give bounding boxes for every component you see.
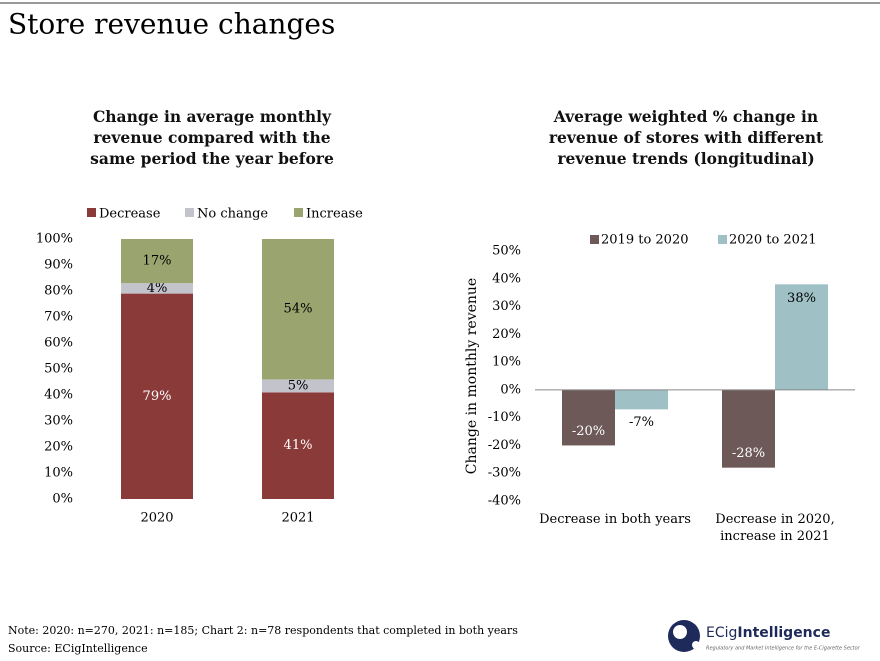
logo: ECigIntelligence Regulatory and Market I… — [668, 620, 861, 652]
legend-swatch — [185, 208, 194, 217]
logo-tagline: Regulatory and Market Intelligence for t… — [706, 646, 861, 652]
x-tick-label: Decrease in 2020, increase in 2021 — [715, 512, 835, 544]
y-tick-label: 20% — [44, 440, 73, 455]
legend-label: Decrease — [99, 207, 161, 222]
x-tick-label: 2021 — [281, 511, 314, 526]
data-label: -7% — [629, 415, 654, 430]
bar-segment — [121, 293, 193, 499]
y-tick-label: 40% — [44, 388, 73, 403]
y-tick-label: 30% — [492, 299, 521, 314]
logo-dot — [673, 625, 687, 639]
bar-segment — [262, 392, 334, 499]
x-tick-label: Decrease in both years — [539, 512, 691, 527]
y-axis-label: Change in monthly revenue — [464, 278, 480, 474]
legend-swatch — [718, 235, 727, 244]
data-label: 79% — [143, 389, 172, 404]
data-label: 4% — [147, 281, 168, 296]
y-tick-label: 0% — [52, 492, 73, 507]
y-tick-label: 30% — [44, 414, 73, 429]
y-tick-label: 10% — [492, 355, 521, 370]
legend-label: Increase — [306, 207, 363, 222]
legend-label: No change — [197, 207, 268, 222]
y-tick-label: 100% — [36, 232, 73, 247]
x-tick-label: 2020 — [140, 511, 173, 526]
logo-name-bold: Intelligence — [737, 625, 830, 641]
y-tick-label: -40% — [488, 494, 521, 509]
bar-segment — [121, 239, 193, 284]
page-title: Store revenue changes — [8, 8, 335, 41]
bar — [615, 389, 668, 410]
data-label: 5% — [288, 378, 309, 393]
y-tick-label: 90% — [44, 258, 73, 273]
y-tick-label: -30% — [488, 466, 521, 481]
y-tick-label: -10% — [488, 410, 521, 425]
legend-swatch — [294, 208, 303, 217]
legend-label: 2019 to 2020 — [601, 233, 688, 248]
bar-segment — [262, 379, 334, 393]
bar — [562, 389, 615, 446]
source: Source: ECigIntelligence — [8, 642, 148, 655]
y-tick-label: 50% — [492, 244, 521, 259]
data-label: 54% — [284, 302, 313, 317]
data-label: 38% — [787, 291, 816, 306]
chart-title: Average weighted % change in revenue of … — [548, 107, 824, 168]
legend-swatch — [590, 235, 599, 244]
bar-segment — [121, 283, 193, 294]
logo-name-light: ECig — [706, 625, 737, 641]
y-tick-label: 10% — [44, 466, 73, 481]
y-tick-label: 20% — [492, 327, 521, 342]
data-label: -20% — [572, 424, 605, 439]
chart-title: Change in average monthly revenue compar… — [90, 107, 334, 168]
legend-swatch — [87, 208, 96, 217]
data-label: 17% — [143, 254, 172, 269]
y-tick-label: -20% — [488, 438, 521, 453]
logo-name: ECigIntelligence — [706, 625, 830, 641]
legend-label: 2020 to 2021 — [729, 233, 816, 248]
logo-dot — [692, 641, 700, 649]
note: Note: 2020: n=270, 2021: n=185; Chart 2:… — [8, 624, 518, 637]
y-tick-label: 60% — [44, 336, 73, 351]
bar — [722, 389, 775, 468]
y-tick-label: 70% — [44, 310, 73, 325]
bar-segment — [262, 239, 334, 380]
y-tick-label: 50% — [44, 362, 73, 377]
data-label: 41% — [284, 438, 313, 453]
y-tick-label: 0% — [500, 382, 521, 397]
data-label: -28% — [732, 446, 765, 461]
bar — [775, 284, 828, 390]
y-tick-label: 80% — [44, 284, 73, 299]
y-tick-label: 40% — [492, 271, 521, 286]
